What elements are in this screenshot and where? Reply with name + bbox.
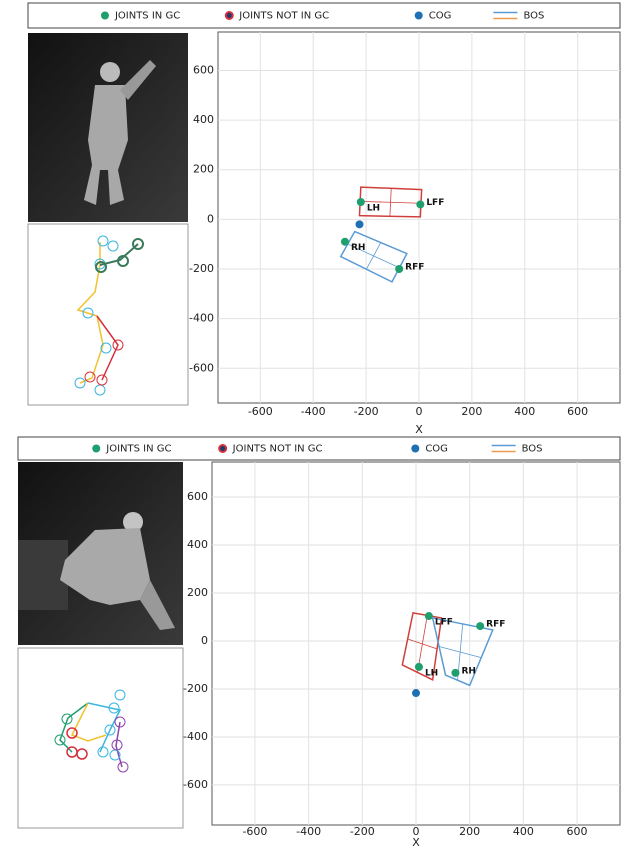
point-label: LFF [426, 198, 444, 208]
legend-marker [411, 445, 419, 453]
legend-label: JOINTS NOT IN GC [238, 11, 329, 22]
legend-label: BOS [522, 444, 543, 455]
joint-point [341, 238, 349, 246]
y-tick-label: 200 [187, 586, 208, 599]
y-tick-label: -600 [189, 361, 214, 374]
cog-point [412, 689, 420, 697]
legend-marker [101, 12, 109, 20]
skeleton-plot [28, 224, 188, 405]
x-tick-label: 200 [459, 825, 480, 838]
y-tick-label: 200 [193, 163, 214, 176]
joint-point [416, 200, 424, 208]
thermal-image [28, 33, 188, 222]
y-tick-label: -400 [183, 730, 208, 743]
point-label: LFF [435, 618, 453, 628]
x-tick-label: -400 [301, 405, 326, 418]
joint-point [451, 669, 459, 677]
legend-marker [226, 12, 233, 19]
joint-point [415, 663, 423, 671]
x-tick-label: -200 [350, 825, 375, 838]
y-tick-label: -200 [183, 682, 208, 695]
legend-marker [219, 445, 226, 452]
legend-label: JOINTS NOT IN GC [232, 444, 323, 455]
y-tick-label: 400 [187, 538, 208, 551]
joint-point [357, 198, 365, 206]
x-tick-label: -600 [242, 825, 267, 838]
y-tick-label: 0 [201, 634, 208, 647]
figure: JOINTS IN GC JOINTS NOT IN GC COG BOS -600 -4… [0, 0, 624, 848]
y-tick-label: 400 [193, 113, 214, 126]
y-tick-label: -600 [183, 778, 208, 791]
x-tick-label: -600 [248, 405, 273, 418]
x-tick-label: 600 [567, 405, 588, 418]
x-tick-label: 200 [461, 405, 482, 418]
x-axis-label: X [415, 423, 423, 436]
point-label: RH [351, 243, 365, 253]
x-tick-label: 400 [514, 405, 535, 418]
legend-label: BOS [523, 11, 544, 22]
point-label: RH [461, 666, 475, 676]
point-label: LH [425, 668, 438, 678]
x-tick-label: 400 [513, 825, 534, 838]
joint-point [395, 265, 403, 273]
point-label: LH [367, 203, 380, 213]
y-tick-label: -200 [189, 262, 214, 275]
legend-label: COG [429, 11, 452, 22]
skeleton-plot [18, 648, 183, 828]
x-tick-label: 0 [416, 405, 423, 418]
x-axis-label: X [412, 836, 420, 848]
y-tick-label: 600 [193, 63, 214, 76]
legend-marker [415, 12, 423, 20]
x-tick-label: -400 [296, 825, 321, 838]
legend-label: JOINTS IN GC [114, 11, 180, 22]
joint-point [425, 612, 433, 620]
legend-marker [92, 445, 100, 453]
y-tick-label: 600 [187, 490, 208, 503]
legend-label: COG [425, 444, 448, 455]
x-tick-label: 600 [567, 825, 588, 838]
legend-label: JOINTS IN GC [105, 444, 171, 455]
x-tick-label: -200 [354, 405, 379, 418]
cog-point [355, 220, 363, 228]
y-tick-label: -400 [189, 312, 214, 325]
y-tick-label: 0 [207, 212, 214, 225]
joint-point [476, 622, 484, 630]
point-label: RFF [486, 620, 505, 630]
point-label: RFF [405, 262, 424, 272]
page: {"chart_data": [ {"type": "scatter", "xl… [0, 0, 624, 848]
thermal-image [18, 462, 183, 645]
